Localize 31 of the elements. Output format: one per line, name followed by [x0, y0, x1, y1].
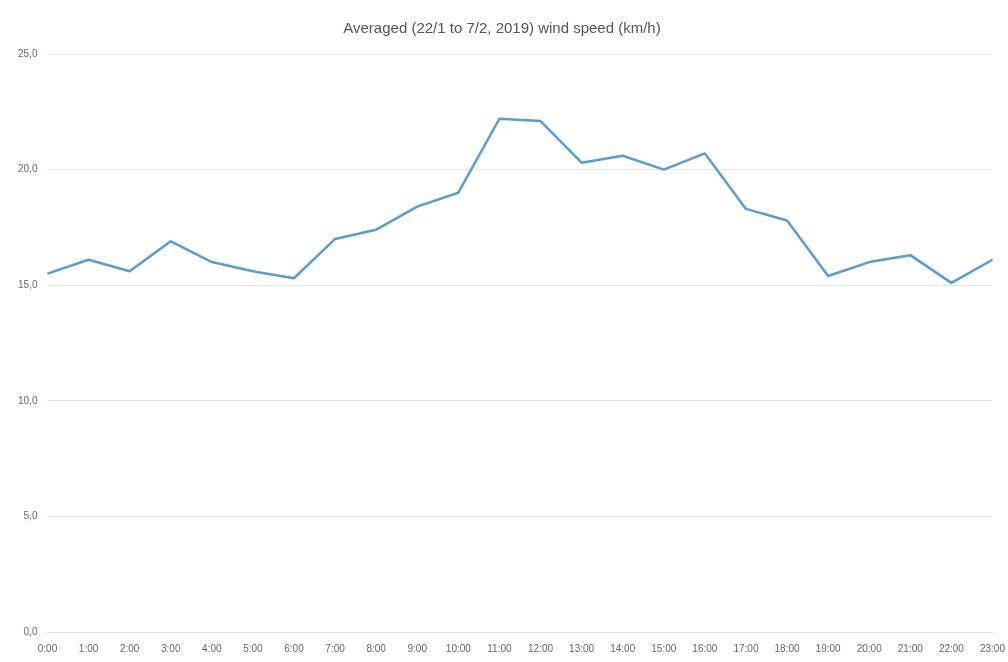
- y-tick-label: 5,0: [23, 510, 38, 522]
- x-tick-label: 23:00: [979, 642, 1006, 654]
- x-tick-label: 18:00: [774, 642, 800, 654]
- x-tick-label: 21:00: [897, 642, 924, 654]
- x-tick-label: 16:00: [692, 642, 718, 654]
- x-tick-label: 13:00: [569, 642, 595, 654]
- x-tick-label: 7:00: [325, 642, 346, 654]
- x-tick-label: 6:00: [284, 642, 305, 654]
- y-tick-label: 10,0: [17, 394, 38, 406]
- x-tick-label: 9:00: [407, 642, 428, 654]
- x-tick-label: 1:00: [78, 642, 99, 654]
- x-tick-label: 14:00: [610, 642, 636, 654]
- x-tick-label: 0:00: [37, 642, 58, 654]
- x-tick-label: 19:00: [815, 642, 842, 654]
- x-tick-label: 3:00: [160, 642, 181, 654]
- y-tick-label: 25,0: [17, 47, 38, 59]
- x-tick-label: 20:00: [856, 642, 883, 654]
- y-tick-label: 20,0: [17, 163, 38, 175]
- x-tick-label: 2:00: [119, 642, 140, 654]
- x-tick-label: 4:00: [202, 642, 222, 654]
- x-tick-label: 12:00: [528, 642, 554, 654]
- x-tick-label: 22:00: [938, 642, 965, 654]
- x-tick-label: 8:00: [366, 642, 387, 654]
- y-tick-label: 15,0: [17, 278, 38, 290]
- x-tick-label: 17:00: [733, 642, 759, 654]
- x-tick-label: 11:00: [487, 642, 512, 654]
- chart-title: Averaged (22/1 to 7/2, 2019) wind speed (km/h): [343, 19, 661, 37]
- x-tick-label: 10:00: [445, 642, 472, 654]
- x-tick-label: 15:00: [651, 642, 677, 654]
- y-tick-label: 0,0: [23, 625, 38, 637]
- x-tick-label: 5:00: [243, 642, 264, 654]
